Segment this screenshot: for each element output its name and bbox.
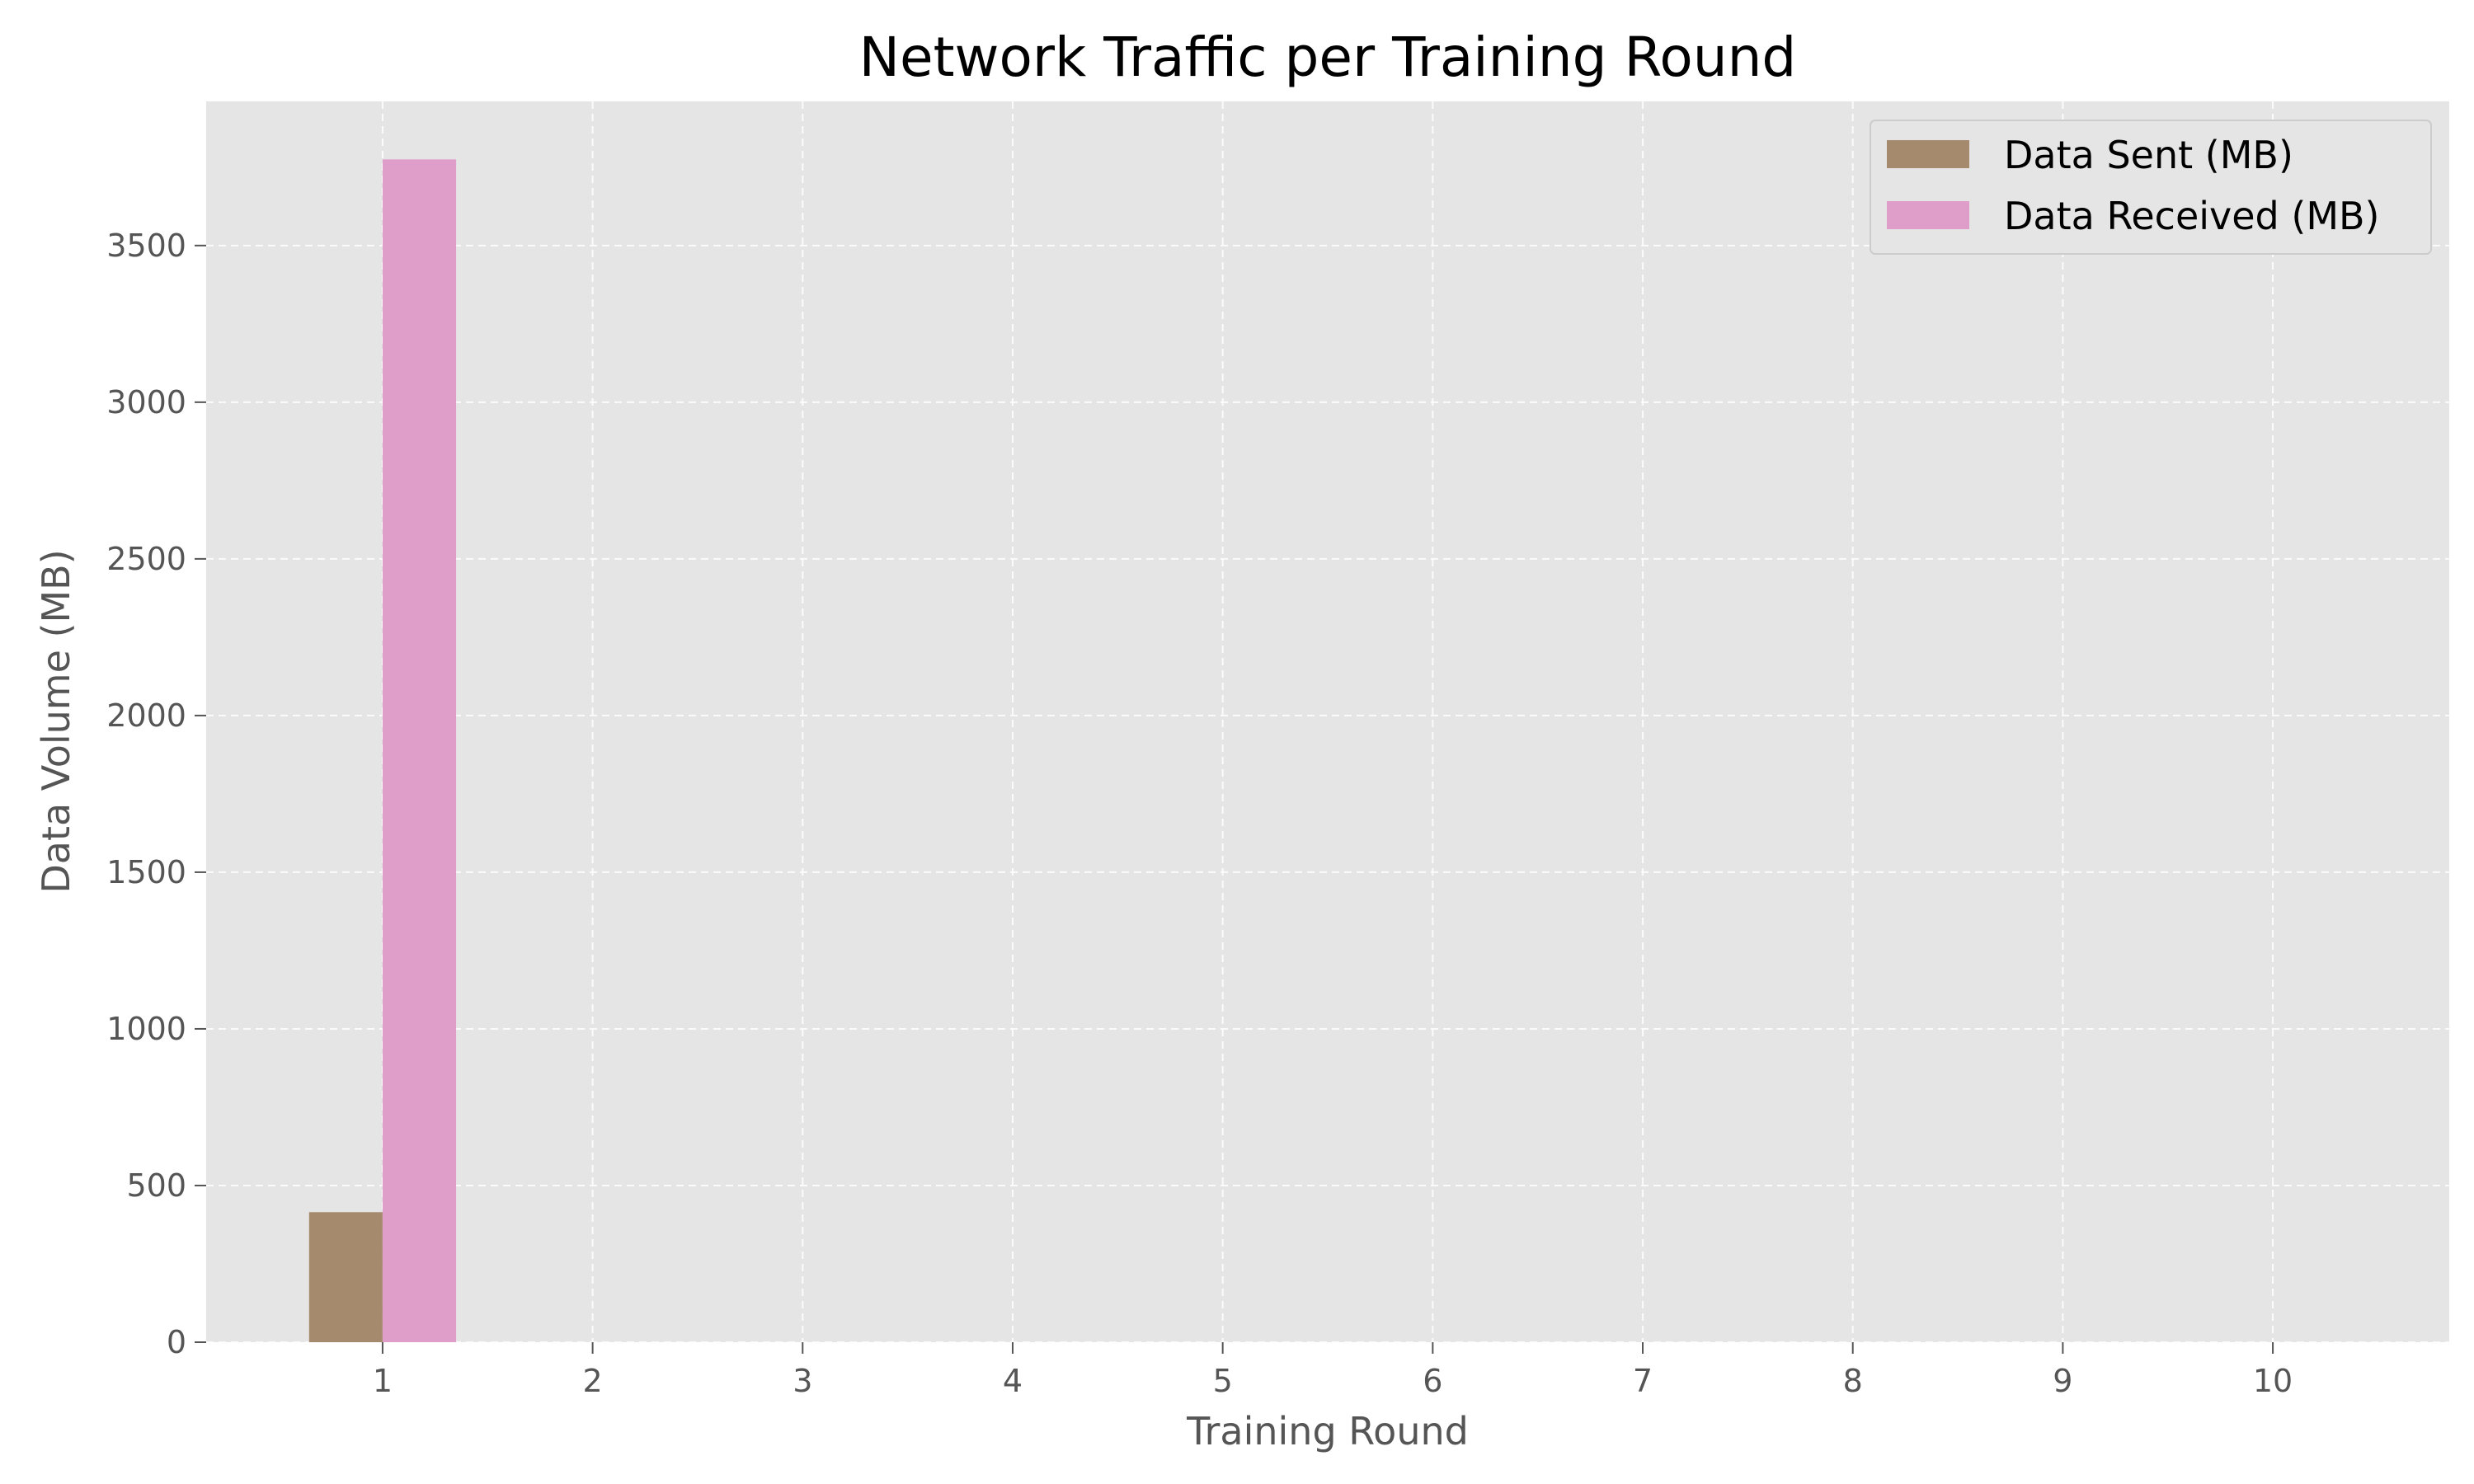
x-axis: 1 2 3 4 5 6 7 8 9 10 [373, 1342, 2293, 1399]
legend-box [1870, 120, 2432, 255]
x-tick-label: 6 [1423, 1363, 1442, 1399]
bar-data-sent-mb-round-1 [308, 1212, 383, 1342]
y-tick-label: 1000 [106, 1011, 186, 1047]
legend-swatch-data-received [1887, 201, 1969, 229]
plot-area [206, 101, 2449, 1342]
x-tick-label: 2 [583, 1363, 603, 1399]
bars [308, 159, 457, 1343]
x-axis-label: Training Round [1186, 1409, 1469, 1453]
y-axis: 0 500 1000 1500 2000 2500 3000 3500 [106, 228, 206, 1360]
y-tick-label: 2000 [106, 697, 186, 734]
y-axis-label: Data Volume (MB) [34, 549, 78, 893]
chart-title: Network Traffic per Training Round [859, 26, 1797, 89]
y-tick-label: 2500 [106, 541, 186, 577]
y-tick-label: 3000 [106, 384, 186, 420]
x-tick-label: 9 [2053, 1363, 2072, 1399]
y-tick-label: 0 [167, 1324, 186, 1360]
legend-swatch-data-sent [1887, 140, 1969, 168]
x-tick-label: 1 [373, 1363, 393, 1399]
x-tick-label: 3 [793, 1363, 812, 1399]
x-tick-label: 8 [1843, 1363, 1863, 1399]
x-tick-label: 4 [1003, 1363, 1023, 1399]
x-tick-label: 7 [1633, 1363, 1653, 1399]
x-tick-label: 5 [1213, 1363, 1233, 1399]
legend: Data Sent (MB) Data Received (MB) [1870, 120, 2432, 255]
legend-label-data-sent: Data Sent (MB) [2004, 133, 2293, 177]
x-tick-label: 10 [2253, 1363, 2293, 1399]
bar-data-received-mb-round-1 [382, 159, 457, 1343]
y-tick-label: 3500 [106, 228, 186, 264]
legend-label-data-received: Data Received (MB) [2004, 194, 2380, 238]
y-tick-label: 1500 [106, 854, 186, 890]
y-tick-label: 500 [126, 1167, 186, 1204]
